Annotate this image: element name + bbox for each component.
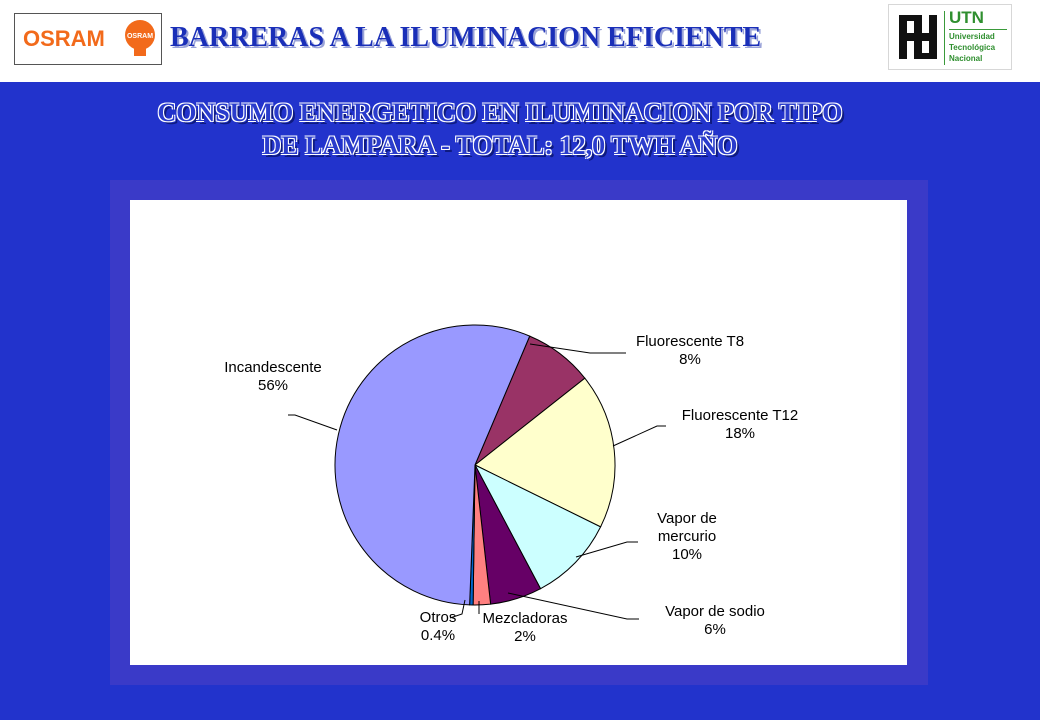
data-label-fluorescente-t8: Fluorescente T8 8% (636, 333, 744, 368)
leader-line-vapor-de-mercurio (575, 541, 638, 558)
chart-heading-line1: CONSUMO ENERGETICO EN ILUMINACION POR TI… (157, 98, 843, 127)
leader-line-vapor-de-sodio (507, 592, 639, 620)
utn-emblem-icon (897, 13, 939, 61)
utn-divider (944, 11, 945, 65)
utn-rule (949, 29, 1007, 30)
data-label-mezcladoras: Mezcladoras 2% (482, 610, 567, 645)
osram-logo: OSRAM OSRAM (14, 13, 162, 65)
utn-full-name: Universidad Tecnológica Nacional (949, 31, 1011, 64)
osram-bulb-text: OSRAM (127, 33, 153, 40)
osram-logo-text: OSRAM (23, 26, 105, 51)
utn-abbr: UTN (949, 8, 984, 27)
leader-line-fluorescente-t12 (612, 425, 666, 447)
leader-line-fluorescente-t8 (529, 343, 626, 354)
data-label-incandescente: Incandescente 56% (224, 359, 322, 394)
utn-logo: UTN Universidad Tecnológica Nacional (888, 4, 1012, 70)
data-label-fluorescente-t12: Fluorescente T12 18% (682, 407, 798, 442)
osram-bulb-icon: OSRAM (125, 20, 155, 56)
header-band: OSRAM OSRAM BARRERAS A LA ILUMINACION EF… (0, 0, 1040, 82)
chart-area: Fluorescente T8 8% Fluorescente T12 18% Vapo… (130, 200, 907, 665)
page-title: BARRERAS A LA ILUMINACION EFICIENTE (170, 22, 762, 53)
data-label-otros: Otros 0.4% (420, 609, 457, 644)
chart-heading-line2: DE LAMPARA - TOTAL: 12,0 TWH AÑO (262, 131, 738, 160)
pie-slice-vapor-de-mercurio (473, 463, 602, 590)
utn-name-line3: Nacional (949, 54, 983, 63)
data-label-vapor-de-sodio: Vapor de sodio 6% (665, 603, 765, 638)
pie-chart: Fluorescente T8 8% Fluorescente T12 18% Vapo… (224, 324, 798, 645)
utn-name-line1: Universidad (949, 32, 995, 41)
leader-line-otros (449, 599, 466, 619)
leader-line-incandescente (288, 414, 338, 431)
chart-heading: CONSUMO ENERGETICO EN ILUMINACION POR TI… (0, 96, 1000, 162)
utn-name-line2: Tecnológica (949, 43, 996, 52)
pie-slice-incandescente (334, 324, 531, 606)
data-label-vapor-de-mercurio: Vapor de mercurio 10% (657, 510, 717, 563)
pie-slice-fluorescente-t12 (474, 377, 616, 528)
